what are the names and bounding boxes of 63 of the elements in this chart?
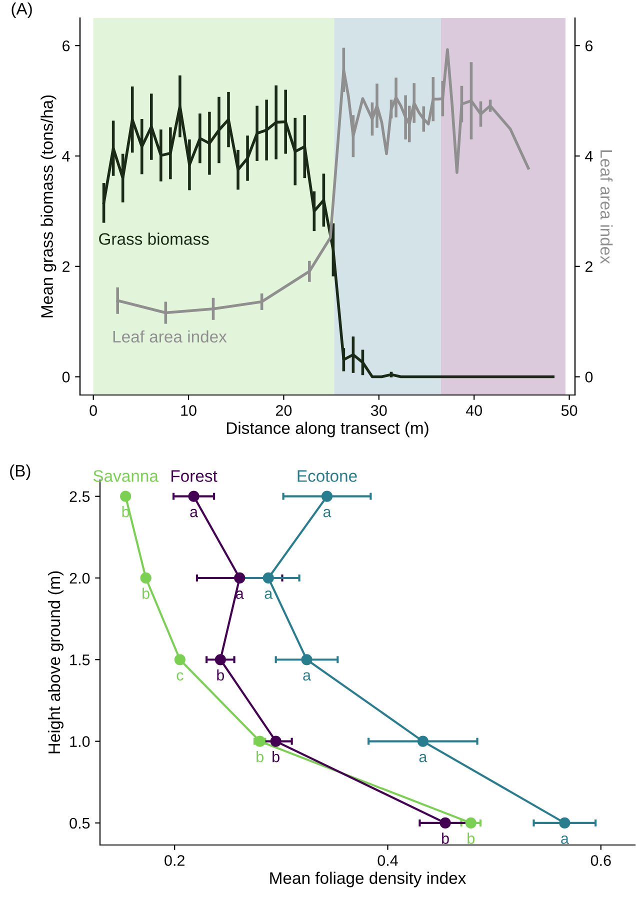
data-label: b [122, 506, 130, 518]
y-tick-label: 6 [62, 40, 70, 52]
data-label: b [142, 588, 150, 599]
x-tick-label: 0.4 [378, 855, 398, 866]
x-tick-label: 0 [90, 405, 97, 416]
point [440, 817, 451, 829]
x-tick-label: 0.2 [164, 855, 184, 866]
data-label: a [236, 590, 244, 599]
series-label: Ecotone [298, 470, 357, 482]
x-axis-title: Distance along transect (m) [226, 422, 428, 438]
point [417, 736, 428, 747]
point [321, 490, 333, 502]
x-tick-label: 20 [276, 405, 292, 416]
point [465, 817, 476, 829]
y-tick-label: 1.0 [70, 736, 90, 747]
y-axis-title: Height above ground (m) [48, 571, 64, 754]
data-label: b [442, 832, 449, 844]
y2-tick-label: 2 [585, 261, 592, 272]
x-tick-label: 50 [561, 405, 578, 416]
x-tick-label: 40 [466, 405, 482, 416]
y-tick-label: 2 [62, 261, 70, 272]
series-label: Savanna [93, 470, 158, 482]
point [301, 654, 312, 666]
point [188, 490, 200, 502]
point [174, 654, 186, 666]
data-label: a [419, 754, 428, 762]
point [559, 817, 570, 829]
point [214, 654, 226, 666]
data-label: b [256, 751, 264, 762]
chart-title: (A) [12, 2, 32, 18]
series-label: Forest [172, 470, 218, 482]
data-label: b [272, 751, 280, 762]
chart-title: (B) [10, 464, 30, 480]
point [270, 736, 282, 747]
point [120, 490, 132, 502]
y-tick-label: 1.5 [70, 654, 90, 666]
data-label: a [323, 508, 332, 518]
series-label: Grass biomass [99, 232, 209, 245]
point [234, 572, 246, 584]
data-label: a [190, 508, 198, 518]
data-label: c [176, 672, 184, 681]
data-label: b [217, 669, 224, 681]
point [140, 572, 152, 584]
y-axis-title: Mean grass biomass (tons/ha) [40, 95, 56, 318]
x-tick-label: 10 [181, 405, 196, 416]
y2-axis-title: Leaf area index [600, 150, 613, 264]
data-label: a [264, 590, 273, 599]
x-tick-label: 0.6 [590, 855, 611, 866]
y-tick-label: 0 [62, 372, 70, 382]
series-label: Leaf area index [113, 330, 227, 343]
y-tick-label: 2.0 [70, 572, 90, 584]
y2-tick-label: 0 [585, 372, 593, 382]
y2-tick-label: 6 [586, 40, 593, 52]
data-label: b [468, 832, 474, 844]
x-tick-label: 30 [370, 405, 387, 416]
data-label: a [561, 836, 569, 844]
x-axis-title: Mean foliage density index [270, 872, 466, 888]
point [262, 572, 274, 584]
y-tick-label: 0.5 [70, 818, 90, 829]
y2-tick-label: 4 [585, 151, 593, 162]
y-tick-label: 2.5 [70, 491, 90, 502]
data-label: a [303, 672, 311, 681]
y-tick-label: 4 [62, 151, 70, 162]
